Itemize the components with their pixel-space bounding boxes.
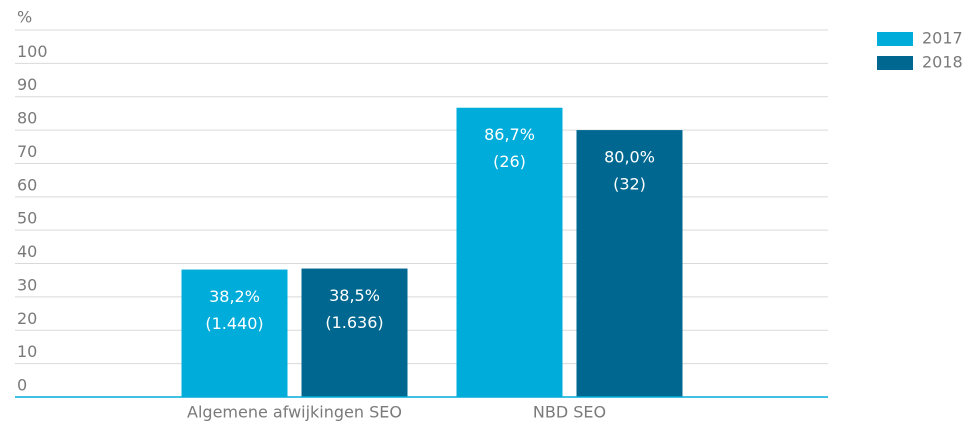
legend-label: 2017 xyxy=(922,29,963,48)
legend-swatch xyxy=(877,56,913,70)
count-label: (1.440) xyxy=(205,314,263,333)
y-tick-label: 50 xyxy=(17,209,37,228)
x-tick-label: Algemene afwijkingen SEO xyxy=(187,403,402,422)
legend-label: 2018 xyxy=(922,53,963,72)
value-label: 80,0% xyxy=(604,148,655,167)
legend-swatch xyxy=(877,32,913,46)
bar xyxy=(456,107,563,397)
y-tick-label: 0 xyxy=(17,376,27,395)
bar xyxy=(301,268,408,397)
value-label: 38,5% xyxy=(329,286,380,305)
y-tick-label: 30 xyxy=(17,275,37,294)
count-label: (1.636) xyxy=(325,313,383,332)
bar xyxy=(576,130,683,397)
value-label: 86,7% xyxy=(484,125,535,144)
y-tick-label: 20 xyxy=(17,309,37,328)
bar xyxy=(181,269,288,397)
y-tick-label: 90 xyxy=(17,75,37,94)
x-tick-label: NBD SEO xyxy=(533,403,606,422)
y-axis-label: % xyxy=(17,8,32,27)
y-tick-label: 100 xyxy=(17,42,48,61)
count-label: (32) xyxy=(613,175,646,194)
y-tick-label: 10 xyxy=(17,342,37,361)
y-tick-label: 70 xyxy=(17,142,37,161)
y-tick-label: 80 xyxy=(17,109,37,128)
y-tick-label: 40 xyxy=(17,242,37,261)
count-label: (26) xyxy=(493,152,526,171)
y-tick-label: 60 xyxy=(17,175,37,194)
value-label: 38,2% xyxy=(209,287,260,306)
